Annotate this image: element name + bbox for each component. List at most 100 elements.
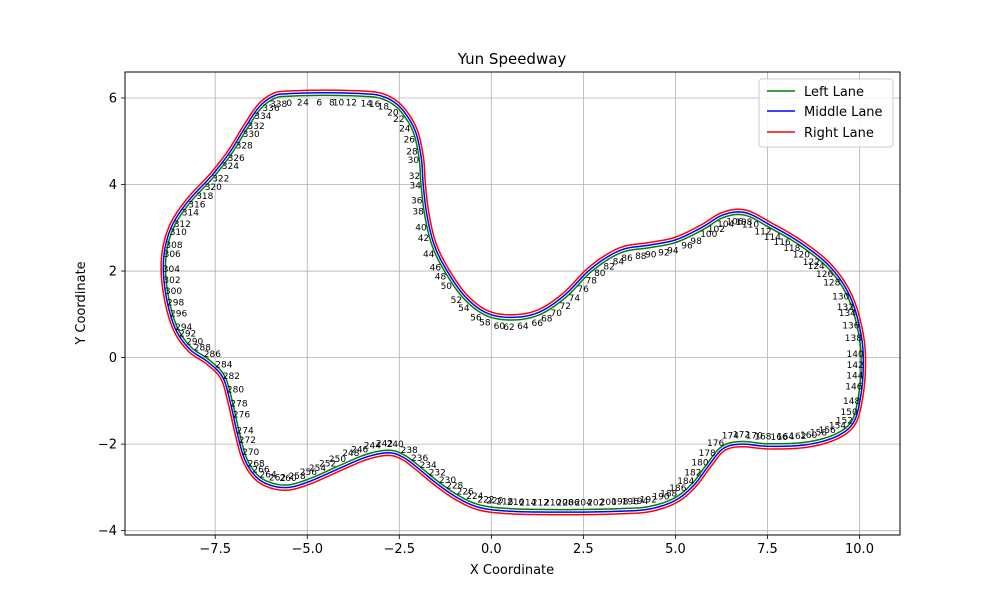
legend: Left Lane Middle Lane Right Lane [758,78,894,148]
y-axis-label: Y Coordinate [74,261,89,345]
waypoint-index-label: 46 [430,264,442,274]
waypoint-index-label: 152 [836,416,853,426]
waypoint-index-label: 58 [479,318,491,328]
waypoint-index-label: 220 [486,497,503,507]
waypoint-index-label: 168 [754,433,771,443]
waypoint-index-label: 178 [699,449,716,459]
waypoint-index-label: 10 [333,98,345,108]
waypoint-index-label: 240 [387,440,404,450]
waypoint-index-label: 326 [228,154,245,164]
waypoint-index-label: 310 [170,228,187,238]
point-index-labels: 0 2 4 6 810 12 1416182022242628303234363840424… [163,98,864,508]
waypoint-index-label: 14 [361,99,373,109]
waypoint-index-label: 84 [613,257,625,267]
waypoint-index-label: 330 [243,130,260,140]
waypoint-index-label: 208 [556,499,573,509]
waypoint-index-label: 304 [163,265,180,275]
waypoint-index-label: 114 [764,233,781,243]
waypoint-index-label: 334 [254,112,271,122]
waypoint-index-label: 274 [237,427,254,437]
waypoint-index-label: 36 [411,197,423,207]
waypoint-index-label: 20 [387,109,399,119]
waypoint-index-label: 206 [563,499,580,509]
waypoint-index-label: 280 [227,385,244,395]
waypoint-index-label: 268 [248,459,265,469]
waypoint-index-label: 6 [316,98,322,108]
waypoint-index-label: 144 [846,372,863,382]
left-lane-line [164,94,862,511]
waypoint-index-label: 126 [816,270,833,280]
waypoint-index-label: 158 [810,429,827,439]
waypoint-index-label: 132 [837,303,854,313]
waypoint-index-label: 284 [215,360,232,370]
waypoint-index-label: 190 [652,492,669,502]
waypoint-index-label: 96 [681,241,693,251]
waypoint-index-label: 286 [204,350,221,360]
waypoint-index-label: 246 [351,445,368,455]
waypoint-index-label: 86 [621,254,633,264]
waypoint-index-label: 74 [569,294,581,304]
waypoint-index-label: 124 [808,262,825,272]
waypoint-index-label: 140 [847,350,864,360]
waypoint-index-label: 288 [194,343,211,353]
waypoint-index-label: 44 [423,250,435,260]
waypoint-index-label: 218 [496,497,513,507]
y-axis-ticks: −4 −2 0 2 4 6 [98,91,125,539]
waypoint-index-label: 2 [297,99,303,109]
waypoint-index-label: 54 [458,304,470,314]
waypoint-index-label: 24 [399,124,411,134]
waypoint-index-label: 170 [746,432,763,442]
waypoint-index-label: 256 [300,468,317,478]
waypoint-index-label: 118 [783,244,800,254]
waypoint-index-label: 336 [262,104,279,114]
waypoint-index-label: 198 [611,498,628,508]
waypoint-index-label: 146 [845,382,862,392]
waypoint-index-label: 242 [376,439,393,449]
x-tick-label: −2.5 [383,542,415,557]
waypoint-index-label: 180 [691,459,708,469]
waypoint-index-label: 214 [519,498,536,508]
waypoint-index-label: 102 [708,225,725,235]
waypoint-index-label: 98 [690,237,702,247]
x-tick-label: 5.0 [665,542,686,557]
waypoint-index-label: 324 [222,162,239,172]
waypoint-index-label: 316 [188,200,205,210]
waypoint-index-label: 200 [600,498,617,508]
waypoint-index-label: 4 [303,99,309,109]
waypoint-index-label: 232 [429,469,446,479]
waypoint-index-label: 112 [754,228,771,238]
waypoint-index-label: 134 [839,309,856,319]
waypoint-index-label: 100 [700,230,717,240]
waypoint-index-label: 276 [233,411,250,421]
x-tick-label: 2.5 [573,542,594,557]
waypoint-index-label: 192 [640,496,657,506]
waypoint-index-label: 270 [242,448,259,458]
waypoint-index-label: 186 [669,484,686,494]
waypoint-index-label: 164 [777,433,794,443]
waypoint-index-label: 224 [466,492,483,502]
waypoint-index-label: 272 [239,436,256,446]
waypoint-index-label: 216 [507,498,524,508]
waypoint-index-label: 252 [319,460,336,470]
middle-lane-line [162,92,865,513]
legend-entry-left-lane: Left Lane [804,85,864,100]
waypoint-index-label: 312 [174,220,191,230]
waypoint-index-label: 108 [735,218,752,228]
waypoint-index-label: 162 [789,432,806,442]
waypoint-index-label: 136 [842,322,859,332]
waypoint-index-label: 66 [531,319,543,329]
y-tick-label: 2 [109,265,117,280]
waypoint-index-label: 72 [559,302,570,312]
waypoint-index-label: 160 [800,431,817,441]
waypoint-index-label: 38 [412,207,424,217]
waypoint-index-label: 40 [415,223,427,233]
waypoint-index-label: 196 [622,497,639,507]
y-tick-label: 6 [109,91,117,106]
waypoint-index-label: 262 [269,473,286,483]
waypoint-index-label: 12 [346,99,357,109]
waypoint-index-label: 110 [742,221,759,231]
waypoint-index-label: 138 [845,334,862,344]
waypoint-index-label: 94 [667,246,679,256]
waypoint-index-label: 42 [418,234,429,244]
y-tick-label: −4 [98,524,117,539]
